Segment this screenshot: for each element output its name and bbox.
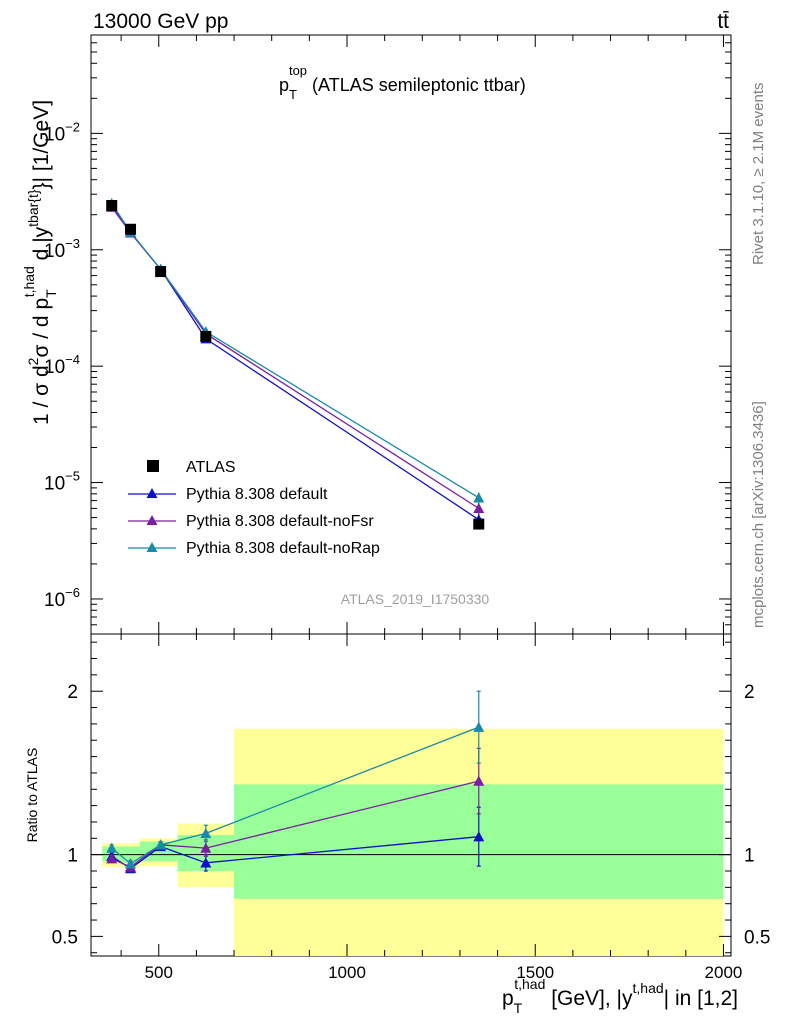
main-y-tick-label-exp: −6 xyxy=(65,585,80,600)
main-y-tick-label-exp: −3 xyxy=(65,236,80,251)
analysis-label: ATLAS_2019_I1750330 xyxy=(341,591,490,607)
main-axis-ticks: 10−610−510−410−310−2 xyxy=(44,34,731,635)
atlas-data-point xyxy=(473,518,485,530)
xlabel-post: | in [1,2] xyxy=(664,987,738,1010)
ratio-series-marker-1 xyxy=(106,853,118,864)
ratio-y-tick-label: 0.5 xyxy=(52,927,78,948)
atlas-data-point xyxy=(155,266,167,278)
ylabel-mid: σ / d p xyxy=(30,298,53,358)
x-tick-label: 2000 xyxy=(705,963,743,982)
process-label: tt̄ xyxy=(717,10,729,33)
ratio-series-marker-2 xyxy=(155,839,167,850)
main-y-tick-label-base: 10 xyxy=(44,590,65,611)
ylabel-post1: d |y xyxy=(30,226,53,266)
energy-label: 13000 GeV pp xyxy=(93,10,228,33)
atlas-data-point xyxy=(200,330,212,342)
legend-atlas-label: ATLAS xyxy=(186,459,236,476)
ratio-y-tick-label-right: 0.5 xyxy=(744,927,770,948)
main-y-tick-label-exp: −2 xyxy=(65,119,80,134)
xlabel-sup2: t,had xyxy=(633,980,664,996)
inner-uncertainty-band-2 xyxy=(139,841,178,862)
main-y-tick-label-base: 10 xyxy=(44,241,65,262)
main-y-tick-label-exp: −4 xyxy=(65,352,80,367)
ratio-series-marker-2 xyxy=(200,827,212,839)
ylabel-pre: 1 / σ d xyxy=(30,365,53,425)
mcplots-label: mcplots.cern.ch [arXiv:1306.3436] xyxy=(750,401,767,628)
ratio-series-group xyxy=(106,690,485,874)
ratio-series-marker-1 xyxy=(200,842,212,853)
main-y-tick-label-base: 10 xyxy=(44,357,65,378)
legend-norap-marker xyxy=(146,542,158,552)
ylabel-post2: }| [1/GeV] xyxy=(30,100,53,190)
ratio-y-tick-label: 2 xyxy=(67,682,78,703)
x-tick-label: 1500 xyxy=(516,963,554,982)
rivet-label: Rivet 3.1.10, ≥ 2.1M events xyxy=(750,83,767,266)
ylabel-sub2: T xyxy=(43,289,59,298)
legend-norap-label: Pythia 8.308 default-noRap xyxy=(186,540,380,557)
ratio-series-marker-1 xyxy=(473,775,485,786)
main-y-tick-label-base: 10 xyxy=(44,474,65,495)
x-tick-label: 1000 xyxy=(328,963,366,982)
xlabel-sup: t,had xyxy=(514,976,545,992)
legend-nofsr-label: Pythia 8.308 default-noFsr xyxy=(186,513,374,530)
ratio-y-tick-label-right: 2 xyxy=(744,682,755,703)
main-y-tick-label-base: 10 xyxy=(44,124,65,145)
atlas-data-point xyxy=(106,200,118,212)
main-y-tick-label: 10−2 xyxy=(44,119,80,145)
main-y-tick-label: 10−4 xyxy=(44,352,80,378)
ylabel-sup1: 2 xyxy=(25,357,41,365)
main-series-marker-2 xyxy=(473,492,485,503)
legend: ATLAS Pythia 8.308 default Pythia 8.308 … xyxy=(128,459,380,557)
ratio-series-marker-2 xyxy=(106,842,118,853)
plot-title-sub: T xyxy=(289,87,297,102)
main-y-tick-label: 10−5 xyxy=(44,469,80,495)
main-y-tick-label: 10−3 xyxy=(44,236,80,262)
legend-default-label: Pythia 8.308 default xyxy=(186,486,328,503)
xlabel-mid: [GeV], |y xyxy=(545,987,633,1010)
ratio-series-marker-2 xyxy=(473,721,485,732)
x-axis-label: pTt,had [GeV], |yt,had| in [1,2] xyxy=(502,976,738,1016)
ratio-y-tick-label: 1 xyxy=(67,846,78,867)
ratio-series-marker-2 xyxy=(125,858,137,869)
ratio-y-axis-label: Ratio to ATLAS xyxy=(24,748,40,843)
ratio-series-marker-0 xyxy=(200,857,212,868)
atlas-data-point xyxy=(125,223,137,235)
legend-default-marker xyxy=(146,488,158,498)
main-y-axis-label: 1 / σ d2σ / d pTt,had d |ytbar{t}}| [1/G… xyxy=(21,100,59,425)
legend-atlas-marker xyxy=(147,460,159,472)
main-series-line-2 xyxy=(111,203,480,499)
x-tick-label: 500 xyxy=(145,963,173,982)
atlas-data-points xyxy=(106,200,485,530)
plot-title-main: p xyxy=(279,75,289,95)
main-y-tick-label: 10−6 xyxy=(44,585,80,611)
main-series-marker-1 xyxy=(473,502,485,514)
ratio-y-tick-label-right: 1 xyxy=(744,846,755,867)
ylabel-sup3: tbar{t} xyxy=(25,189,41,227)
main-series-line-1 xyxy=(111,206,480,509)
plot-title-sup: top xyxy=(289,63,307,78)
ratio-series-marker-0 xyxy=(473,831,485,842)
plot-title: pTtop (ATLAS semileptonic ttbar) xyxy=(279,63,526,102)
xlabel-main: p xyxy=(502,987,514,1010)
main-series-group xyxy=(106,197,485,527)
plot-title-rest: (ATLAS semileptonic ttbar) xyxy=(307,75,526,95)
ylabel-sup2: t,had xyxy=(21,266,37,297)
main-y-tick-label-exp: −5 xyxy=(65,469,80,484)
xlabel-sub: T xyxy=(514,1000,523,1016)
legend-nofsr-marker xyxy=(146,515,158,525)
